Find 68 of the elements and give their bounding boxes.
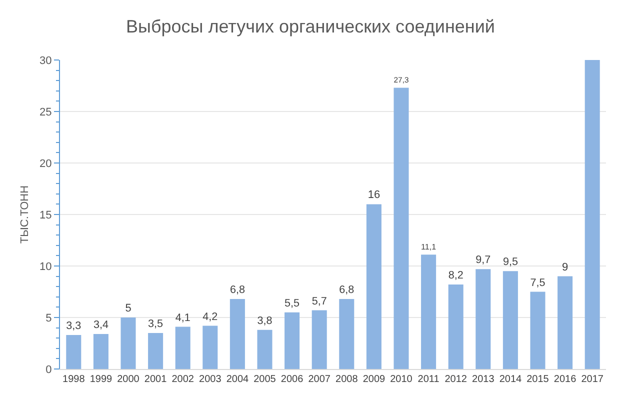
x-tick-label: 2013 — [472, 374, 495, 385]
x-tick-label: 2001 — [144, 374, 168, 385]
bar — [148, 332, 164, 369]
x-tick-label: 2014 — [499, 374, 522, 385]
x-tick-label: 1999 — [90, 374, 113, 385]
data-label: 6,8 — [230, 284, 245, 296]
x-tick-label: 2005 — [254, 374, 276, 385]
y-tick-label: 20 — [40, 158, 52, 170]
y-tick-label: 5 — [46, 312, 52, 324]
x-tick-label: 2012 — [444, 374, 468, 385]
bar — [394, 88, 409, 369]
y-tick-label: 25 — [40, 106, 52, 118]
bar — [502, 271, 518, 369]
data-label: 9 — [562, 261, 568, 274]
x-tick-label: 2002 — [172, 374, 194, 385]
data-label: 9,7 — [476, 254, 491, 266]
bar — [312, 310, 327, 369]
bar — [448, 284, 464, 369]
data-label: 27,3 — [394, 76, 409, 85]
data-label: 5,7 — [312, 295, 327, 308]
data-label: 3,8 — [257, 314, 272, 327]
x-tick-label: 2000 — [117, 374, 140, 385]
bar — [257, 330, 272, 369]
bar — [421, 254, 436, 369]
y-tick-label: 0 — [46, 364, 52, 376]
data-label: 8,2 — [448, 270, 464, 282]
data-label: 5,5 — [284, 297, 300, 310]
bar — [584, 60, 600, 369]
x-tick-label: 2008 — [336, 374, 358, 385]
bar — [93, 334, 108, 369]
x-tick-label: 2009 — [362, 374, 386, 385]
bar — [120, 318, 136, 369]
x-tick-label: 2016 — [554, 374, 577, 385]
x-tick-label: 2011 — [418, 374, 440, 385]
x-tick-label: 2003 — [199, 374, 222, 385]
data-label: 4,1 — [175, 312, 190, 324]
data-label: 5 — [125, 302, 132, 314]
bar — [230, 298, 245, 369]
bar — [558, 276, 573, 369]
bar — [284, 312, 300, 369]
x-tick-label: 2007 — [308, 374, 331, 385]
data-label: 9,5 — [502, 256, 518, 268]
chart-title: Выбросы летучих органических соединений — [126, 16, 495, 37]
x-tick-label: 2017 — [581, 374, 604, 385]
y-tick-label: 15 — [40, 209, 52, 222]
bar — [476, 269, 491, 369]
x-tick-label: 2006 — [280, 374, 304, 385]
data-label: 11,1 — [421, 242, 437, 252]
data-label: 3,3 — [66, 320, 82, 332]
bar — [175, 326, 190, 369]
y-axis-title: ТЫС.ТОНН — [19, 185, 31, 244]
data-label: 4,2 — [202, 310, 218, 323]
x-tick-label: 2010 — [390, 374, 413, 385]
x-tick-label: 1998 — [62, 374, 86, 385]
y-tick-label: 30 — [40, 54, 52, 67]
data-label: 3,4 — [93, 319, 108, 332]
bar — [366, 204, 382, 369]
bar — [66, 335, 82, 369]
data-label: 3,5 — [148, 318, 164, 330]
data-label: 6,8 — [339, 284, 354, 296]
data-label: 16 — [368, 189, 380, 202]
x-tick-label: 2004 — [226, 374, 250, 385]
bar — [530, 292, 546, 369]
x-tick-label: 2015 — [526, 374, 550, 385]
bar — [339, 298, 354, 369]
y-tick-label: 10 — [40, 260, 52, 273]
data-label: 7,5 — [530, 276, 546, 289]
bar — [202, 326, 218, 369]
